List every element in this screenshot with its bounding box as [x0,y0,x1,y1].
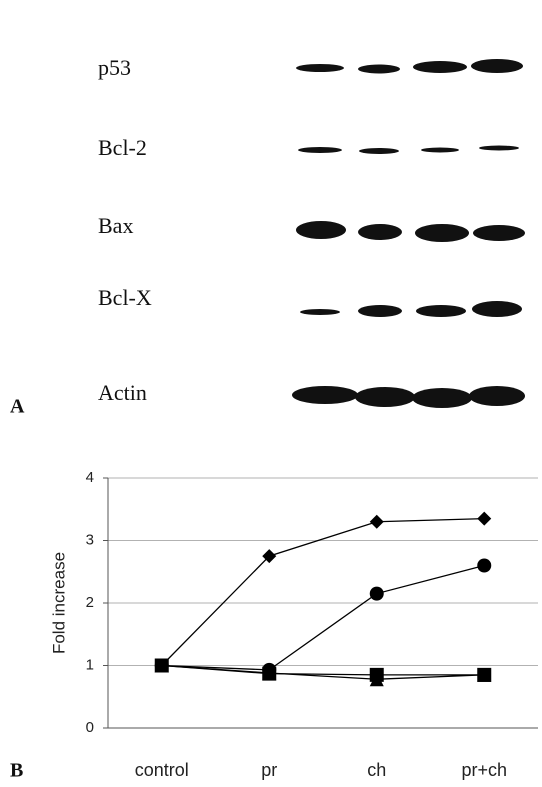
plot: 0 1 2 3 4 control pr ch pr+ch [86,469,538,780]
panel-label: B [10,760,23,782]
band [416,305,466,317]
band [355,387,415,407]
band [421,148,459,153]
band [300,309,340,315]
band [469,386,525,406]
marker [370,587,384,601]
band [471,59,523,73]
band [472,301,522,317]
x-tick-label: pr+ch [461,760,507,780]
band [473,225,525,241]
protein-label: Bcl-X [98,285,152,310]
marker [477,512,491,526]
y-tick-label: 2 [86,594,94,611]
marker [155,659,169,673]
band [413,61,467,73]
band [296,221,346,239]
band [359,148,399,154]
marker [262,667,276,681]
x-tick-label: ch [367,760,386,780]
band [358,224,402,240]
protein-label: Bcl-2 [98,135,147,160]
band [412,388,472,408]
marker [370,668,384,682]
marker [477,668,491,682]
protein-label: Bax [98,213,133,238]
band [296,64,344,72]
marker [370,515,384,529]
figure: p53 Bcl-2 Bax Bcl-X Actin A B Fold incre… [0,0,542,787]
marker [477,559,491,573]
band [358,305,402,317]
band [415,224,469,242]
series-line [162,566,485,670]
x-tick-label: pr [261,760,277,780]
x-tick-label: control [135,760,189,780]
panel-label: A [10,396,25,418]
y-tick-label: 1 [86,656,94,673]
y-tick-label: 4 [86,469,94,486]
band [292,386,358,404]
y-tick-label: 3 [86,531,94,548]
y-axis-label: Fold increase [49,552,68,654]
band [479,146,519,151]
band [358,65,400,74]
page: {"panel_a": {"label": "A", "proteins": [… [0,0,542,787]
blot [292,59,525,408]
protein-label: p53 [98,55,131,80]
protein-label: Actin [98,380,147,405]
band [298,147,342,153]
y-tick-label: 0 [86,719,94,736]
